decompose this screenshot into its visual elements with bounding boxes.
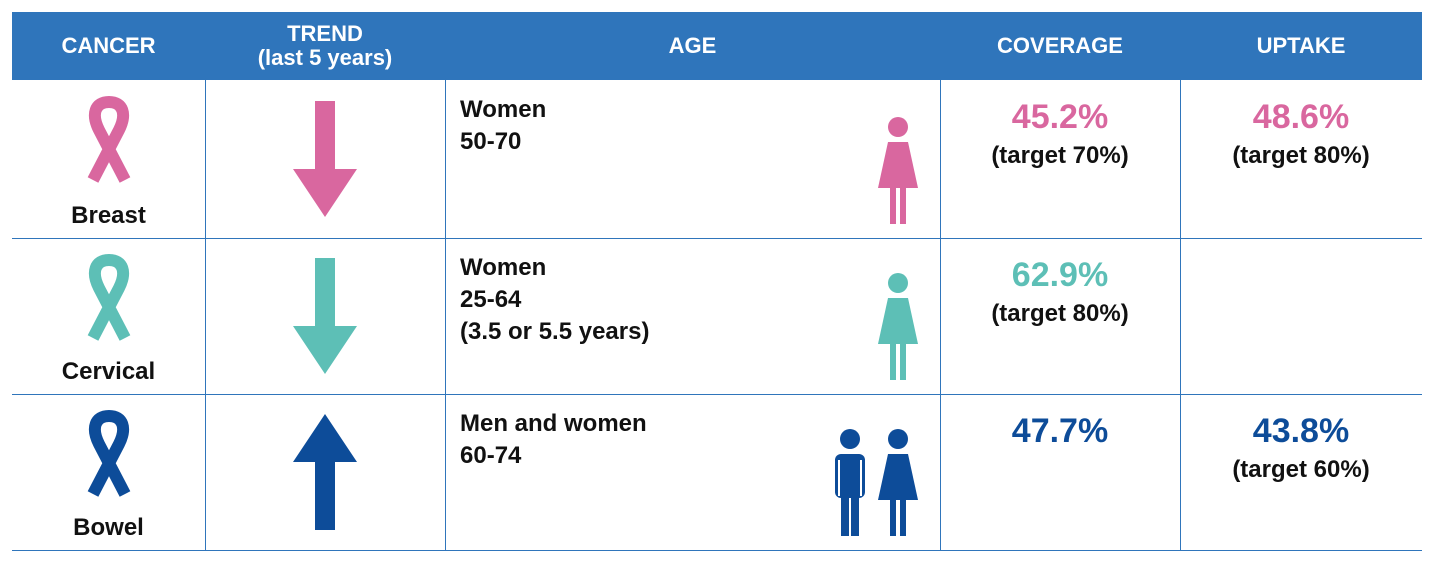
row-divider — [12, 238, 1422, 239]
header-cell: CANCER — [61, 33, 156, 58]
row-divider — [12, 550, 1422, 551]
age-line: Women — [460, 254, 547, 281]
trend-arrow — [293, 258, 357, 374]
age-line: 50-70 — [460, 128, 522, 155]
age-line: Women — [460, 96, 547, 123]
column-divider — [205, 80, 206, 550]
row-divider — [12, 394, 1422, 395]
column-divider — [445, 80, 446, 550]
ribbon-icon — [87, 410, 130, 497]
people-icon — [835, 429, 918, 536]
header-cell: TREND (last 5 years) — [257, 21, 393, 70]
coverage-target: (target 80%) — [991, 300, 1129, 327]
header-cell: AGE — [668, 33, 717, 58]
column-divider — [1180, 80, 1181, 550]
people-icon — [878, 117, 918, 224]
ribbon-icon — [87, 96, 130, 183]
header-cell: COVERAGE — [997, 33, 1123, 58]
cancer-name: Cervical — [61, 358, 156, 385]
cancer-name: Breast — [71, 202, 146, 229]
header-cell: UPTAKE — [1256, 33, 1346, 58]
age-line: 25-64 — [460, 286, 522, 313]
age-line: Men and women — [460, 410, 647, 437]
ribbon-icon — [87, 254, 130, 341]
coverage-value: 45.2% — [1011, 98, 1109, 136]
trend-arrow — [293, 101, 357, 217]
uptake-target: (target 80%) — [1232, 142, 1370, 169]
coverage-value: 62.9% — [1011, 256, 1109, 294]
people-icon — [878, 273, 918, 380]
coverage-target: (target 70%) — [991, 142, 1129, 169]
coverage-value: 47.7% — [1011, 412, 1109, 450]
uptake-target: (target 60%) — [1232, 456, 1370, 483]
header-bg — [12, 12, 1422, 80]
age-line: 60-74 — [460, 442, 522, 469]
trend-arrow — [293, 414, 357, 530]
uptake-value: 43.8% — [1252, 412, 1350, 450]
age-line: (3.5 or 5.5 years) — [460, 318, 650, 345]
cancer-name: Bowel — [73, 514, 144, 541]
uptake-value: 48.6% — [1252, 98, 1350, 136]
column-divider — [940, 80, 941, 550]
